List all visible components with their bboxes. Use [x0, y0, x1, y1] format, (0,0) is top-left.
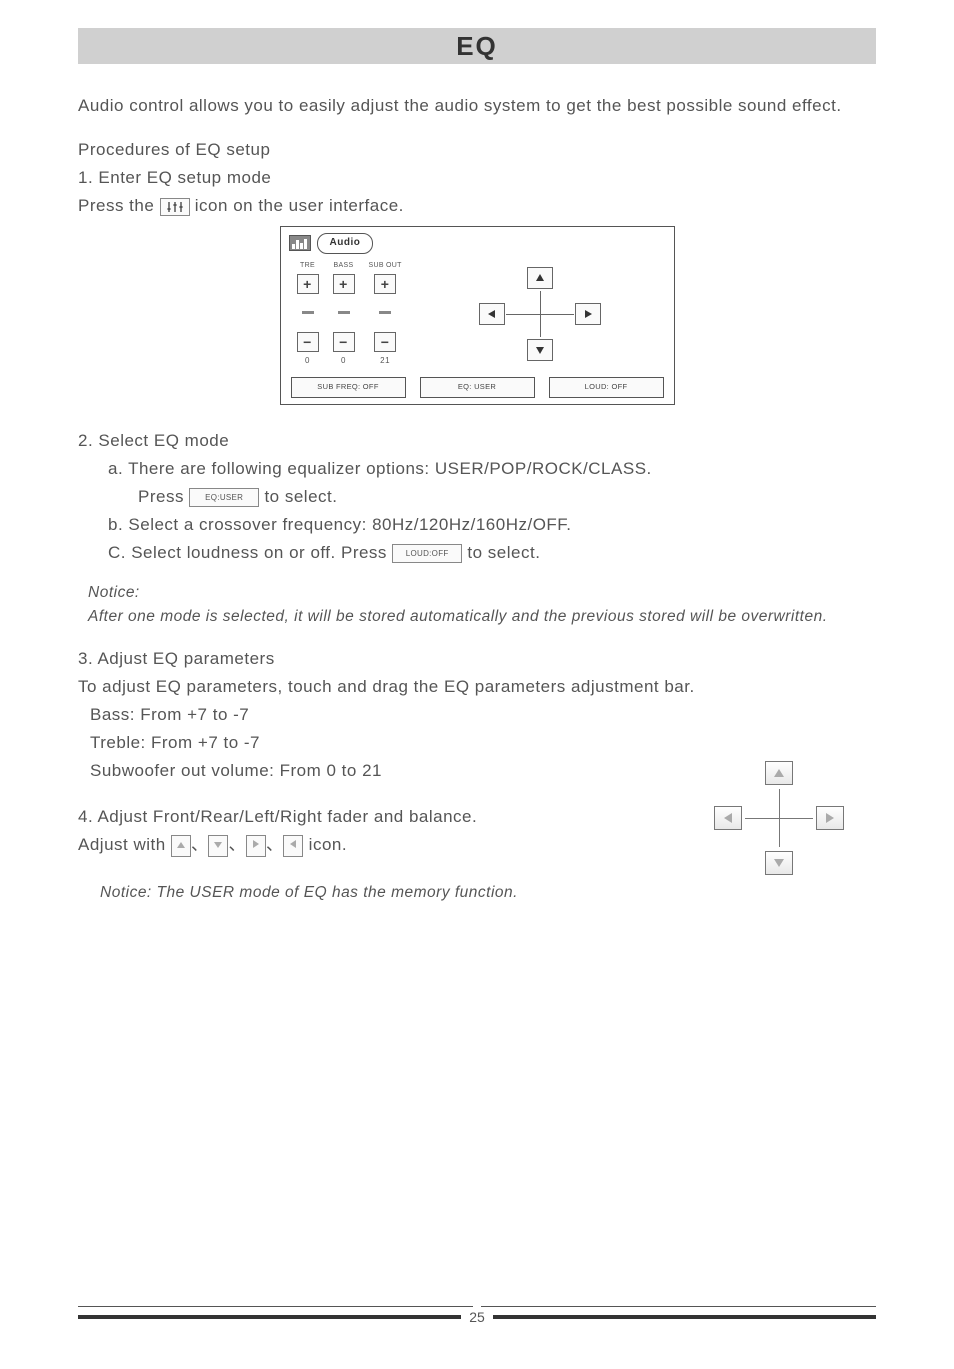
- step2-heading: 2. Select EQ mode: [78, 427, 876, 455]
- subout-value: 21: [380, 354, 390, 367]
- right-arrow-icon: [246, 835, 266, 857]
- eq-user-button-inline: EQ:USER: [189, 488, 259, 507]
- step2-a-end: to select.: [264, 487, 337, 506]
- fader2-right-button[interactable]: [816, 806, 844, 830]
- eq-bars-icon: [289, 235, 311, 251]
- page-title: EQ: [78, 28, 876, 64]
- intro-text: Audio control allows you to easily adjus…: [78, 92, 876, 120]
- step1-line1: 1. Enter EQ setup mode: [78, 164, 876, 192]
- tre-value: 0: [305, 354, 310, 367]
- fader2-down-button[interactable]: [765, 851, 793, 875]
- procedures-heading: Procedures of EQ setup: [78, 136, 876, 164]
- subout-minus-button[interactable]: −: [374, 332, 396, 352]
- left-arrow-icon: [283, 835, 303, 857]
- subout-plus-button[interactable]: +: [374, 274, 396, 294]
- sliders-zone: TRE + − 0 BASS + − 0 SUB OUT: [297, 260, 402, 368]
- step1-press-b: icon on the user interface.: [195, 196, 404, 215]
- fader2-up-button[interactable]: [765, 761, 793, 785]
- sep1: 、: [191, 835, 209, 854]
- tre-minus-button[interactable]: −: [297, 332, 319, 352]
- eq-icon: [160, 198, 190, 216]
- bass-slider[interactable]: [336, 296, 352, 330]
- fader-up-button[interactable]: [527, 267, 553, 289]
- fader-down-button[interactable]: [527, 339, 553, 361]
- step2-a: a. There are following equalizer options…: [78, 455, 876, 483]
- fader-crosshair[interactable]: [506, 291, 574, 337]
- step4-line2a: Adjust with: [78, 835, 166, 854]
- step2-b: b. Select a crossover frequency: 80Hz/12…: [78, 511, 876, 539]
- notice1-body: After one mode is selected, it will be s…: [88, 608, 828, 625]
- page-number: 25: [469, 1309, 485, 1325]
- tre-plus-button[interactable]: +: [297, 274, 319, 294]
- sep2: 、: [228, 835, 246, 854]
- slider-label-bass: BASS: [334, 260, 354, 272]
- audio-screenshot: Audio TRE + − 0 BASS + −: [280, 226, 675, 405]
- step3-bass: Bass: From +7 to -7: [90, 701, 876, 729]
- bass-value: 0: [341, 354, 346, 367]
- step3-body: To adjust EQ parameters, touch and drag …: [78, 673, 876, 701]
- slider-label-tre: TRE: [300, 260, 315, 272]
- fader-right-button[interactable]: [575, 303, 601, 325]
- step1-press-a: Press the: [78, 196, 154, 215]
- loud-button[interactable]: LOUD: OFF: [549, 377, 664, 397]
- up-arrow-icon: [171, 835, 191, 857]
- step2-c-a: C. Select loudness on or off. Press: [108, 543, 387, 562]
- step4-line2b: icon.: [309, 835, 347, 854]
- notice1-label: Notice:: [88, 584, 140, 601]
- fader-figure: [714, 760, 848, 878]
- fader-left-button[interactable]: [479, 303, 505, 325]
- slider-label-subout: SUB OUT: [369, 260, 402, 272]
- bass-minus-button[interactable]: −: [333, 332, 355, 352]
- step2-a-press: Press: [138, 487, 184, 506]
- subout-slider[interactable]: [377, 296, 393, 330]
- subfreq-button[interactable]: SUB FREQ: OFF: [291, 377, 406, 397]
- eq-mode-button[interactable]: EQ: USER: [420, 377, 535, 397]
- fader2-crosshair[interactable]: [745, 789, 813, 847]
- step3-heading: 3. Adjust EQ parameters: [78, 645, 876, 673]
- step3-treble: Treble: From +7 to -7: [90, 729, 876, 757]
- notice2: Notice: The USER mode of EQ has the memo…: [78, 881, 876, 905]
- audio-tab[interactable]: Audio: [317, 233, 374, 254]
- fader2-left-button[interactable]: [714, 806, 742, 830]
- bass-plus-button[interactable]: +: [333, 274, 355, 294]
- step2-c-b: to select.: [467, 543, 540, 562]
- down-arrow-icon: [208, 835, 228, 857]
- sep3: 、: [266, 835, 284, 854]
- loud-off-button-inline: LOUD:OFF: [392, 544, 462, 563]
- tre-slider[interactable]: [300, 296, 316, 330]
- page-footer: 25: [78, 1301, 876, 1325]
